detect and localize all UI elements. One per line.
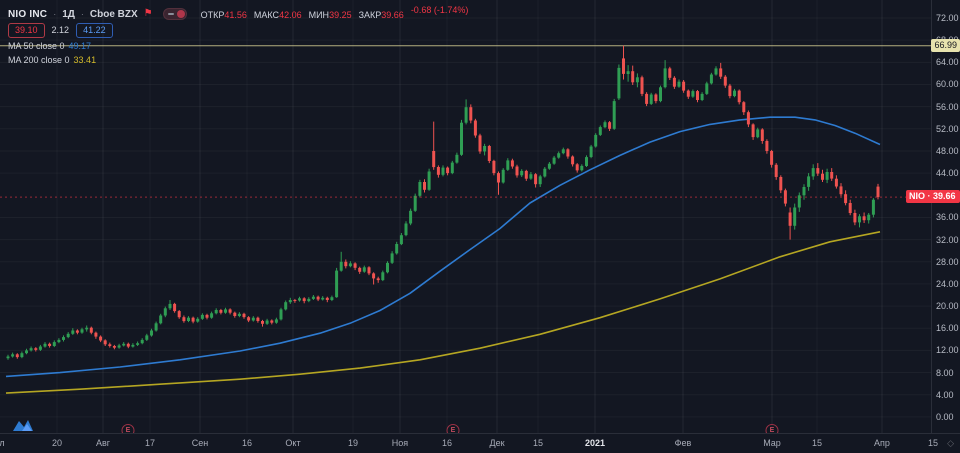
time-tick: 15: [532, 438, 544, 448]
time-tick: л: [0, 438, 5, 448]
open-label: ОТКР: [200, 10, 225, 20]
toggle-dash-icon: [167, 13, 174, 15]
price-tick: 12.00: [936, 345, 959, 356]
time-tick: Фев: [674, 438, 692, 448]
time-tick: 16: [441, 438, 453, 448]
price-tick: 60.00: [936, 79, 959, 90]
symbol-name[interactable]: NIO INC: [8, 8, 48, 20]
ohlc-readout: ОТКР41.56 МАКС42.06 МИН39.25 ЗАКР39.66 -…: [201, 5, 469, 23]
price-tick: 44.00: [936, 168, 959, 179]
price-tick: 24.00: [936, 278, 959, 289]
time-axis[interactable]: ◇ л 20 Авг 17 Сен 16 Окт 19 Ноя 16 Дек 15 2021 Фев Мар…: [0, 433, 960, 453]
time-tick: Мар: [763, 438, 781, 448]
ask-price[interactable]: 41.22: [76, 23, 113, 38]
time-tick: 19: [347, 438, 359, 448]
change-value: -0.68 (-1.74%): [410, 5, 469, 15]
price-tick: 72.00: [936, 13, 959, 23]
tradingview-logo[interactable]: [12, 419, 34, 432]
price-tick: 32.00: [936, 234, 959, 245]
ma200-label: MA 200 close 0: [8, 55, 70, 65]
separator: ·: [80, 9, 84, 19]
time-tick: 16: [241, 438, 253, 448]
chart-toggle[interactable]: [162, 8, 187, 20]
time-tick: 15: [927, 438, 939, 448]
price-axis[interactable]: 72.0068.0064.0060.0056.0052.0048.0044.00…: [906, 0, 960, 433]
toggle-knob: [176, 10, 185, 18]
price-tick: 36.00: [936, 212, 959, 223]
time-tick: Апр: [874, 438, 890, 448]
high-price-label: 66.99: [931, 38, 960, 52]
ma50-line: [5, 116, 881, 378]
high-label: МАКС: [253, 10, 280, 20]
price-tick: 16.00: [936, 323, 959, 334]
price-tick: 48.00: [936, 145, 959, 156]
ma50-legend[interactable]: MA 50 close 0 49.17: [8, 41, 91, 51]
ma200-line: [5, 231, 881, 394]
separator: ·: [53, 9, 57, 19]
ma50-value: 49.17: [68, 41, 92, 51]
low-label: МИН: [308, 10, 330, 20]
candlestick-series[interactable]: [6, 45, 880, 360]
interval-selector[interactable]: 1Д: [62, 8, 75, 20]
time-tick: 20: [51, 438, 63, 448]
open-value: 41.56: [224, 10, 247, 20]
symbol-header: NIO INC · 1Д · Cboe BZX ⚑ ОТКР41.56 МАКС…: [8, 5, 468, 23]
high-value: 42.06: [279, 10, 302, 20]
low-value: 39.25: [329, 10, 352, 20]
price-tick: 64.00: [936, 57, 959, 68]
timezone-icon[interactable]: ◇: [947, 438, 954, 448]
spread-value: 2.12: [51, 25, 70, 35]
price-tick: 52.00: [936, 123, 959, 134]
price-tick: 4.00: [936, 389, 954, 400]
price-tick: 28.00: [936, 256, 959, 267]
time-tick: Окт: [285, 438, 301, 448]
price-tick: 8.00: [936, 367, 954, 378]
time-tick: Авг: [95, 438, 111, 448]
time-tick: Ноя: [391, 438, 409, 448]
price-tick: 56.00: [936, 101, 959, 112]
time-tick: Дек: [489, 438, 505, 448]
flag-icon[interactable]: ⚑: [143, 8, 153, 19]
ma200-value: 33.41: [73, 55, 97, 65]
ma50-label: MA 50 close 0: [8, 41, 65, 51]
price-tick: 0.00: [936, 411, 954, 422]
price-tick: 20.00: [936, 301, 959, 312]
time-tick: 2021: [584, 438, 606, 448]
close-label: ЗАКР: [358, 10, 382, 20]
exchange-name: Cboe BZX: [89, 8, 138, 20]
bid-price[interactable]: 39.10: [8, 23, 45, 38]
time-tick: 15: [811, 438, 823, 448]
ma200-legend[interactable]: MA 200 close 0 33.41: [8, 55, 96, 65]
time-tick: 17: [144, 438, 156, 448]
quote-row: 39.10 2.12 41.22: [8, 23, 113, 38]
time-tick: Сен: [191, 438, 209, 448]
close-value: 39.66: [381, 10, 404, 20]
last-price-label: NIO · 39.66: [906, 190, 960, 204]
